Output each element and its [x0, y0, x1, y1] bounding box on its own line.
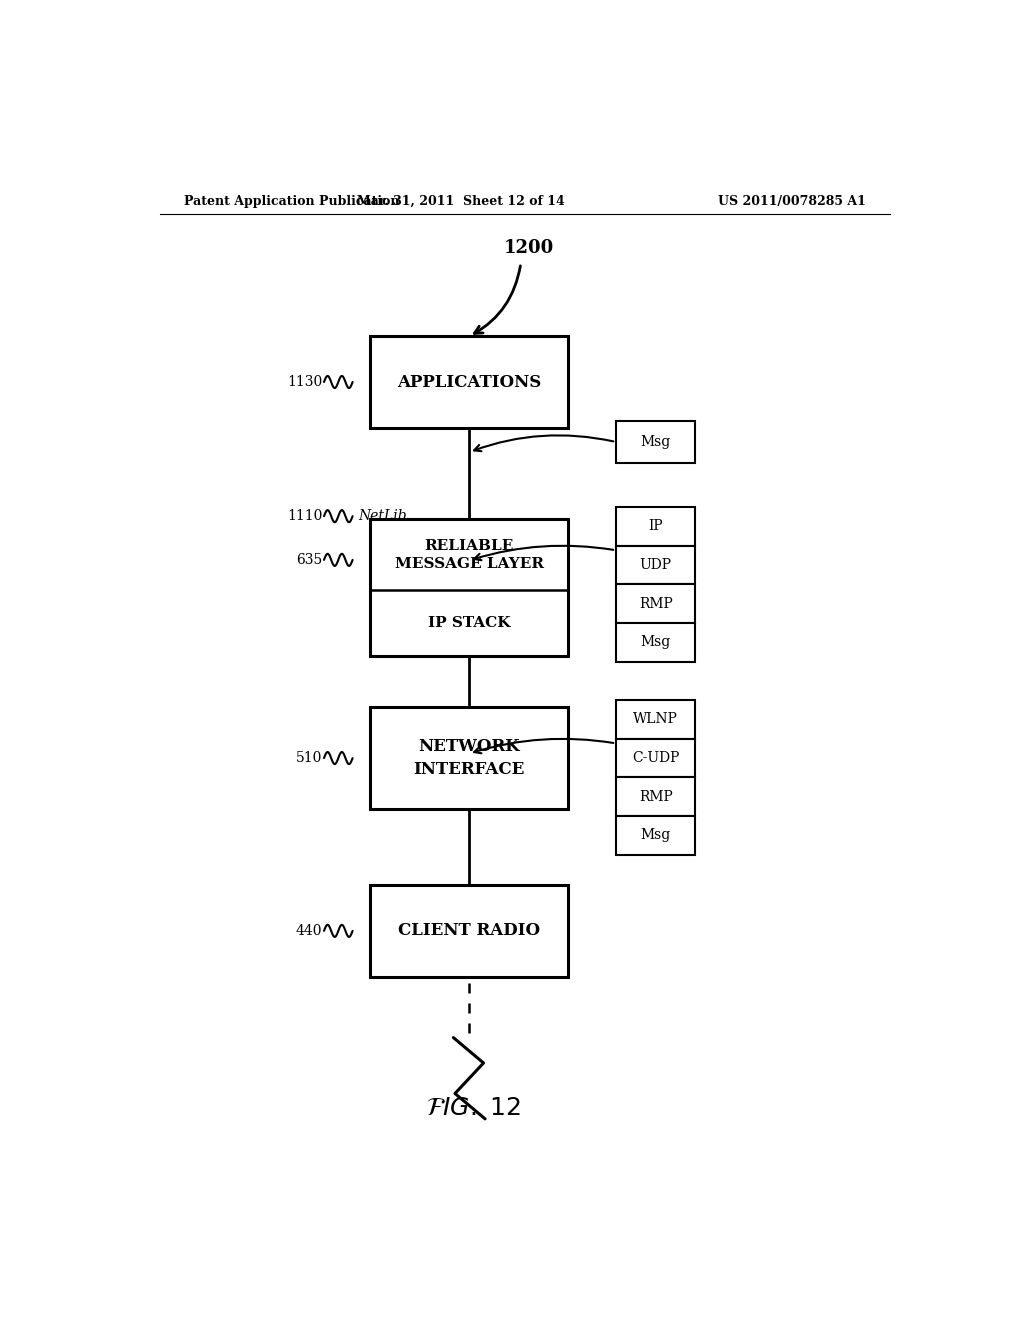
Text: 635: 635 — [296, 553, 323, 566]
Text: UDP: UDP — [640, 558, 672, 572]
Text: Msg: Msg — [641, 829, 671, 842]
Bar — [370, 337, 568, 428]
Text: Msg: Msg — [641, 635, 671, 649]
Text: WLNP: WLNP — [633, 713, 678, 726]
Bar — [616, 700, 695, 739]
Text: RMP: RMP — [639, 789, 673, 804]
Text: Patent Application Publication: Patent Application Publication — [183, 194, 399, 207]
Text: RELIABLE
MESSAGE LAYER: RELIABLE MESSAGE LAYER — [394, 539, 544, 572]
Text: NetLib: NetLib — [358, 510, 407, 523]
Bar — [616, 623, 695, 661]
Bar — [616, 421, 695, 463]
Text: 1130: 1130 — [287, 375, 323, 389]
Bar — [370, 886, 568, 977]
Text: IP STACK: IP STACK — [428, 616, 511, 631]
Text: APPLICATIONS: APPLICATIONS — [397, 374, 542, 391]
Text: C-UDP: C-UDP — [632, 751, 680, 766]
Text: Msg: Msg — [641, 436, 671, 449]
Text: Mar. 31, 2011  Sheet 12 of 14: Mar. 31, 2011 Sheet 12 of 14 — [357, 194, 565, 207]
Bar — [616, 739, 695, 777]
Bar — [616, 816, 695, 854]
Text: 510: 510 — [296, 751, 323, 766]
Text: IP: IP — [648, 519, 664, 533]
Text: NETWORK
INTERFACE: NETWORK INTERFACE — [414, 738, 525, 777]
Bar — [370, 708, 568, 809]
Text: 1200: 1200 — [504, 239, 554, 257]
Bar — [616, 585, 695, 623]
Text: 1110: 1110 — [287, 510, 323, 523]
Text: CLIENT RADIO: CLIENT RADIO — [398, 923, 541, 940]
Text: $\mathcal{F}IG.\ 12$: $\mathcal{F}IG.\ 12$ — [426, 1097, 521, 1121]
Bar — [616, 507, 695, 545]
Bar — [370, 519, 568, 656]
Text: US 2011/0078285 A1: US 2011/0078285 A1 — [718, 194, 866, 207]
Text: RMP: RMP — [639, 597, 673, 611]
Text: 440: 440 — [296, 924, 323, 939]
Bar — [616, 545, 695, 585]
Bar — [616, 777, 695, 816]
